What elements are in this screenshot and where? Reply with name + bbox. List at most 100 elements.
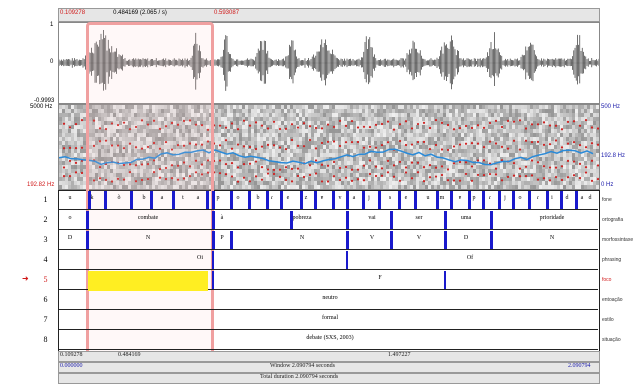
tier-boundary[interactable] <box>248 191 251 209</box>
tier-5-label[interactable]: F <box>378 275 382 281</box>
tier-3-label[interactable]: D <box>67 235 73 241</box>
tier-boundary[interactable] <box>346 191 349 209</box>
tier-number-7[interactable]: 7 <box>43 315 48 324</box>
tier-1-label[interactable]: j <box>504 195 506 201</box>
tier-boundary[interactable] <box>444 231 447 249</box>
tier-boundary[interactable] <box>490 211 493 229</box>
tier-boundary[interactable] <box>482 191 485 209</box>
tier-boundary[interactable] <box>314 191 317 209</box>
tier-1-label[interactable]: p <box>216 195 220 201</box>
tier-row-3[interactable] <box>58 230 598 250</box>
tier-1-label[interactable]: ɐ <box>458 195 462 201</box>
tier-boundary[interactable] <box>346 231 349 249</box>
tier-row-1[interactable] <box>58 190 598 210</box>
tier-boundary[interactable] <box>346 251 348 269</box>
tier-boundary[interactable] <box>130 191 133 209</box>
tier-boundary[interactable] <box>528 191 531 209</box>
tier-row-6[interactable] <box>58 290 598 310</box>
tier-row-8[interactable] <box>58 330 598 350</box>
tier-1-label[interactable]: k <box>90 195 94 201</box>
tier-1-label[interactable]: ɐ <box>320 195 324 201</box>
tier-boundary[interactable] <box>266 191 269 209</box>
tier-boundary[interactable] <box>362 191 365 209</box>
tier-1-label[interactable]: z <box>304 195 308 201</box>
tier-2-label[interactable]: à <box>220 215 224 221</box>
tier-boundary[interactable] <box>212 251 214 269</box>
tier-1-label[interactable]: t <box>182 195 184 201</box>
spectrogram-panel[interactable] <box>58 104 600 190</box>
tier-row-4[interactable] <box>58 250 598 270</box>
tier-number-2[interactable]: 2 <box>43 215 48 224</box>
tier-1-label[interactable]: õ <box>117 195 121 201</box>
tier-1-label[interactable]: u <box>426 195 430 201</box>
tier-1-label[interactable]: a <box>160 195 164 201</box>
tier-boundary[interactable] <box>444 211 447 229</box>
tier-boundary[interactable] <box>332 191 335 209</box>
tier-2-label[interactable]: uma <box>460 215 472 221</box>
tier-boundary[interactable] <box>512 191 515 209</box>
tier-boundary[interactable] <box>212 211 215 229</box>
tier-1-label[interactable]: o <box>518 195 522 201</box>
tier-3-label[interactable]: N <box>299 235 305 241</box>
tier-boundary[interactable] <box>398 191 401 209</box>
tier-1-label[interactable]: m <box>439 195 445 201</box>
tier-boundary[interactable] <box>86 211 89 229</box>
tier-boundary[interactable] <box>230 191 233 209</box>
tier-1-label[interactable]: d <box>588 195 592 201</box>
tier-boundary[interactable] <box>390 231 393 249</box>
tier-6-label[interactable]: neutro <box>322 295 338 301</box>
tier-2-label[interactable]: o <box>68 215 72 221</box>
tier-number-5[interactable]: 5 <box>43 275 48 284</box>
time-bar-2[interactable] <box>58 362 600 373</box>
tier-2-label[interactable]: combate <box>137 215 159 221</box>
tier-boundary[interactable] <box>230 231 233 249</box>
tier-3-label[interactable]: D <box>463 235 469 241</box>
tier-boundary[interactable] <box>436 191 439 209</box>
tier-3-label[interactable]: N <box>549 235 555 241</box>
tier-3-label[interactable]: V <box>416 235 422 241</box>
tier-number-3[interactable]: 3 <box>43 235 48 244</box>
tier-2-label[interactable]: prioridade <box>539 215 565 221</box>
tier-boundary[interactable] <box>575 191 578 209</box>
tier-1-label[interactable]: j <box>368 195 370 201</box>
tier-1-label[interactable]: u <box>68 195 72 201</box>
tier-boundary[interactable] <box>560 191 563 209</box>
tier-4-label[interactable]: Oi <box>197 255 203 261</box>
waveform-panel[interactable] <box>58 22 600 104</box>
tier-boundary[interactable] <box>212 191 215 209</box>
tier-boundary[interactable] <box>104 191 107 209</box>
tier-boundary[interactable] <box>450 191 453 209</box>
tier-boundary[interactable] <box>346 211 349 229</box>
tier-boundary[interactable] <box>206 191 209 209</box>
tier-number-6[interactable]: 6 <box>43 295 48 304</box>
tier-1-label[interactable]: o <box>236 195 240 201</box>
tier-8-label[interactable]: debate (SXS, 2003) <box>306 335 354 341</box>
tier-boundary[interactable] <box>212 271 214 289</box>
tier-boundary[interactable] <box>490 231 493 249</box>
tier-1-label[interactable]: ɾ <box>537 195 539 201</box>
tier-7-label[interactable]: formal <box>322 315 338 321</box>
tier-1-label[interactable]: b <box>256 195 260 201</box>
tier-1-label[interactable]: a <box>196 195 200 201</box>
tier-boundary[interactable] <box>498 191 501 209</box>
tier-1-label[interactable]: d <box>565 195 569 201</box>
tier-boundary[interactable] <box>150 191 153 209</box>
tier-1-label[interactable]: v <box>338 195 342 201</box>
tier-boundary[interactable] <box>378 191 381 209</box>
selection-highlight[interactable] <box>86 22 214 356</box>
tier-boundary[interactable] <box>444 271 446 289</box>
tier-boundary[interactable] <box>468 191 471 209</box>
tier-number-4[interactable]: 4 <box>43 255 48 264</box>
tier-number-8[interactable]: 8 <box>43 335 48 344</box>
tier-1-label[interactable]: ɾ <box>271 195 273 201</box>
tier-3-label[interactable]: N <box>145 235 151 241</box>
tier-3-label[interactable]: V <box>369 235 375 241</box>
tier-row-7[interactable] <box>58 310 598 330</box>
tier-1-label[interactable]: s <box>388 195 392 201</box>
tier-2-label[interactable]: vai <box>368 215 376 221</box>
tier-1-label[interactable]: e <box>404 195 408 201</box>
tier-boundary[interactable] <box>212 231 215 249</box>
tier-boundary[interactable] <box>300 191 303 209</box>
tier-3-label[interactable]: P <box>220 235 224 241</box>
tier-boundary[interactable] <box>86 231 89 249</box>
